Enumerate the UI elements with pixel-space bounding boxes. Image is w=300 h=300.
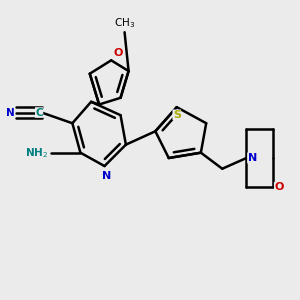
Text: N: N [102, 171, 111, 182]
Text: CH$_3$: CH$_3$ [114, 16, 135, 29]
Text: N: N [248, 153, 257, 163]
Text: N: N [6, 107, 15, 118]
Text: C: C [35, 107, 43, 118]
Text: O: O [114, 48, 123, 58]
Text: S: S [173, 110, 181, 120]
Text: O: O [274, 182, 284, 193]
Text: NH$_2$: NH$_2$ [25, 146, 48, 160]
